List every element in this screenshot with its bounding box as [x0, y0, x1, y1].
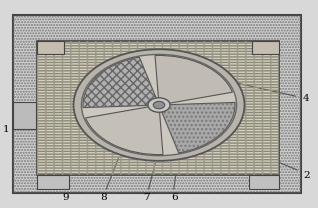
Circle shape [81, 54, 237, 156]
Text: 9: 9 [62, 193, 69, 202]
Wedge shape [155, 56, 232, 105]
Bar [13, 102, 36, 129]
Text: 2: 2 [303, 171, 309, 180]
Text: 7: 7 [143, 193, 150, 202]
Wedge shape [83, 57, 159, 108]
Bar [252, 41, 279, 54]
Bar [37, 41, 279, 175]
Circle shape [73, 49, 245, 161]
Text: 1: 1 [3, 125, 10, 134]
Bar [37, 41, 279, 175]
Text: 6: 6 [171, 193, 177, 202]
Bar [249, 175, 279, 189]
Wedge shape [159, 102, 235, 153]
Circle shape [148, 98, 170, 112]
Bar [13, 15, 301, 193]
Wedge shape [86, 105, 163, 155]
Circle shape [153, 101, 165, 109]
Text: 8: 8 [100, 193, 107, 202]
Bar [13, 15, 301, 193]
Text: 4: 4 [303, 94, 309, 103]
Bar [37, 175, 69, 189]
Bar [37, 41, 64, 54]
Bar [37, 41, 279, 175]
